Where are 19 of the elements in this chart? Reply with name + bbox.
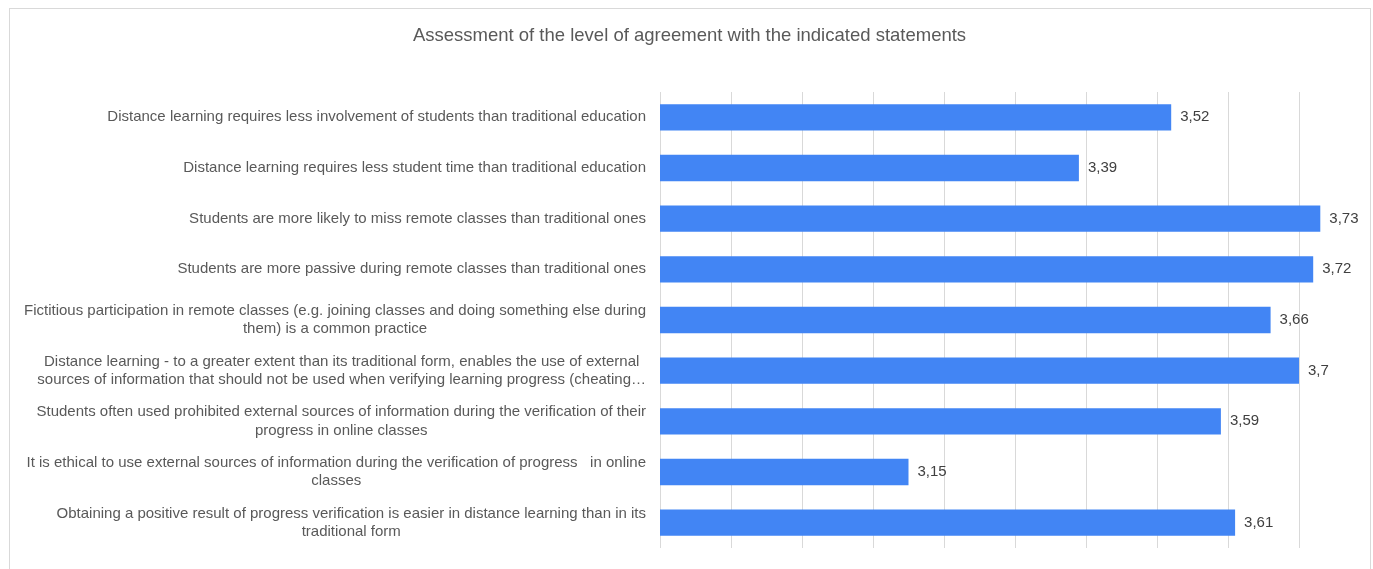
- data-label: 3,7: [1308, 360, 1329, 378]
- data-label: 3,72: [1322, 259, 1352, 277]
- data-label: 3,59: [1229, 411, 1260, 429]
- data-label: 3,39: [1087, 158, 1118, 176]
- y-tick-label: Distance learning requires less student time than traditional education: [183, 158, 647, 176]
- y-tick-label: Students often used prohibited external sources of information during the verification of their progress in online classes: [36, 402, 646, 438]
- y-tick-label: Students are more passive during remote classes than traditional ones: [177, 259, 646, 277]
- y-tick-label: Distance learning - to a greater extent than its traditional form, enables the use of external sources of information that should not be used when verifying learning progress (cheating…: [37, 351, 646, 388]
- y-tick-label: It is ethical to use external sources of information during the verification of progress in online classes: [26, 452, 647, 489]
- data-label: 3,66: [1279, 310, 1309, 328]
- y-tick-label: Obtaining a positive result of progress verification is easier in distance learning than in its traditional form: [56, 503, 646, 540]
- y-tick-label: Distance learning requires less involvement of students than traditional education: [107, 107, 647, 125]
- data-label: 3,15: [917, 462, 947, 480]
- chart-title: Assessment of the level of agreement with the indicated statements: [412, 24, 967, 46]
- y-tick-label: Fictitious participation in remote classes (e.g. joining classes and doing something else during them) is a common practice: [24, 300, 646, 337]
- data-label: 3,61: [1244, 512, 1274, 530]
- y-tick-label: Students are more likely to miss remote classes than traditional ones: [189, 208, 647, 226]
- data-label: 3,73: [1329, 208, 1359, 226]
- data-label: 3,52: [1180, 107, 1210, 125]
